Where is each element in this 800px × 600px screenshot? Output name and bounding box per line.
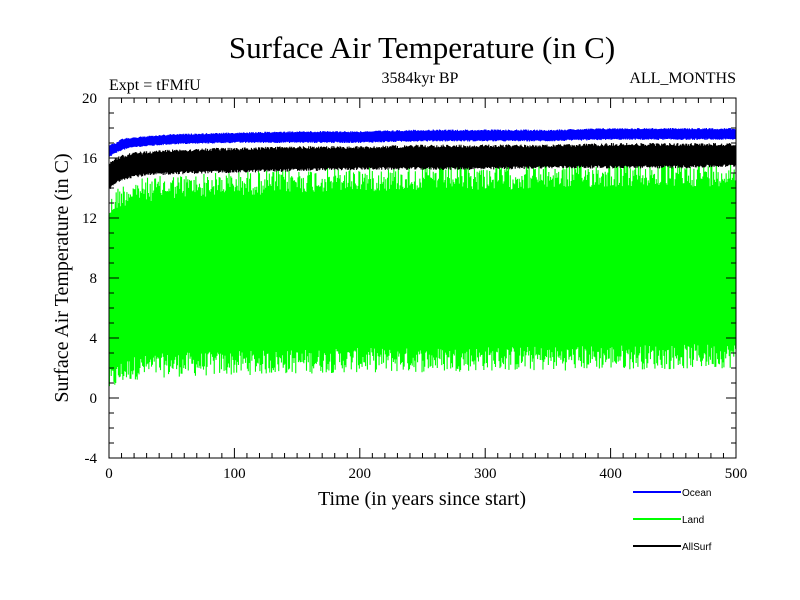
x-tick-label: 0 [105,466,113,482]
y-tick-label: 12 [82,211,97,227]
x-tick-label: 300 [474,466,497,482]
y-tick-label: -4 [85,451,98,467]
series-line-allsurf [108,142,737,189]
x-tick-label: 200 [349,466,372,482]
legend-label-land: Land [682,515,704,526]
x-tick-label: 500 [725,466,748,482]
x-tick-label: 100 [223,466,246,482]
series-layer [108,127,737,387]
chart-subtitle: 3584kyr BP [382,70,459,87]
series-land [108,162,737,387]
legend-label-ocean: Ocean [682,488,711,499]
chart-title: Surface Air Temperature (in C) [229,30,615,65]
axes-layer: 0 100 200 300 400 500 -4 0 4 8 12 16 20 [82,91,747,482]
series-line-ocean [108,127,737,157]
y-tick-label: 8 [90,271,98,287]
legend: Ocean Land AllSurf [633,488,712,553]
series-line-land [108,162,737,387]
y-tick-label: 4 [90,331,98,347]
y-axis-label: Surface Air Temperature (in C) [51,153,73,402]
x-tick-label: 400 [599,466,622,482]
series-ocean [108,127,737,157]
y-tick-label: 16 [82,151,98,167]
legend-label-allsurf: AllSurf [682,542,712,553]
y-tick-label: 0 [90,391,98,407]
expt-label: Expt = tFMfU [109,77,201,94]
series-allsurf [108,142,737,189]
months-label: ALL_MONTHS [629,70,736,87]
y-tick-label: 20 [82,91,97,107]
x-axis-label: Time (in years since start) [318,488,526,510]
